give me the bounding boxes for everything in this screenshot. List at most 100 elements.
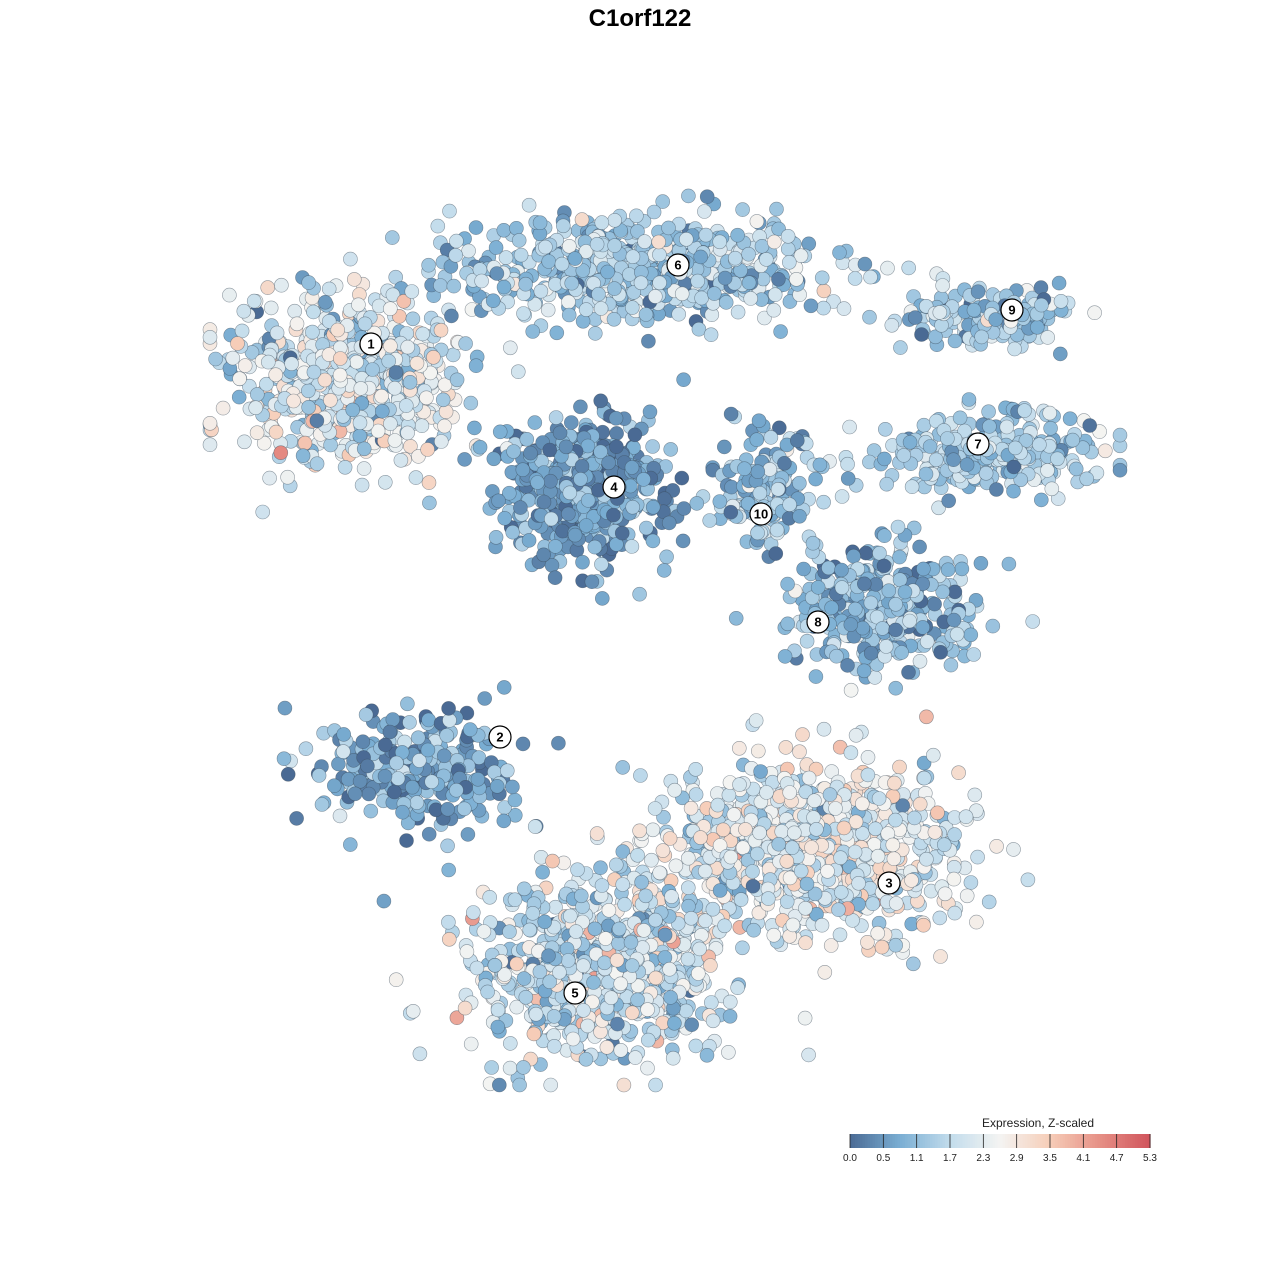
- cell-point: [248, 400, 263, 416]
- cell-point: [356, 441, 372, 457]
- cell-point: [311, 768, 327, 783]
- cell-point: [515, 462, 531, 478]
- cell-point: [1079, 471, 1094, 487]
- legend-title: Expression, Z-scaled: [982, 1116, 1094, 1130]
- cell-point: [1051, 275, 1067, 291]
- cell-point: [611, 936, 626, 951]
- cell-point: [786, 825, 802, 841]
- cell-point: [632, 586, 647, 602]
- cell-point: [947, 905, 963, 921]
- cell-point: [809, 821, 824, 837]
- cell-point: [463, 395, 479, 411]
- cell-point: [722, 1008, 738, 1024]
- cell-point: [490, 1019, 506, 1035]
- cell-point: [728, 610, 744, 626]
- cell-point: [352, 428, 368, 444]
- cell-point: [683, 910, 699, 926]
- cell-point: [831, 902, 846, 918]
- cell-point: [877, 528, 892, 544]
- cell-point: [331, 756, 346, 772]
- cell-point: [627, 427, 643, 443]
- cell-point: [843, 745, 859, 761]
- cell-point: [607, 213, 623, 228]
- cell-point: [933, 644, 948, 660]
- cell-point: [757, 310, 772, 326]
- cell-point: [680, 880, 696, 896]
- cell-point: [598, 931, 613, 946]
- cell-point: [892, 759, 907, 775]
- cell-point: [470, 771, 486, 787]
- cell-point: [541, 254, 557, 269]
- cell-point: [587, 921, 603, 937]
- cell-point: [947, 827, 962, 842]
- cell-point: [567, 251, 583, 266]
- cell-point: [912, 796, 928, 812]
- cell-point: [624, 460, 640, 475]
- cell-point: [834, 562, 849, 578]
- cell-point: [752, 485, 768, 501]
- cell-point: [421, 826, 437, 842]
- cell-point: [273, 445, 289, 461]
- cell-point: [342, 837, 358, 852]
- cell-point: [688, 1038, 704, 1054]
- cell-point: [703, 327, 719, 343]
- cell-point: [421, 475, 437, 490]
- cell-point: [1043, 420, 1058, 436]
- cell-point: [905, 956, 921, 972]
- cell-point: [894, 645, 909, 660]
- cell-point: [733, 892, 749, 907]
- cell-point: [222, 287, 237, 303]
- cell-point: [1006, 483, 1021, 499]
- cell-point: [477, 691, 493, 706]
- cell-point: [904, 873, 919, 888]
- cell-point: [940, 431, 955, 446]
- cell-point: [871, 791, 887, 806]
- cell-point: [822, 787, 838, 802]
- cell-point: [314, 797, 330, 812]
- cell-point: [370, 423, 386, 439]
- cell-point: [474, 273, 489, 289]
- cell-point: [792, 475, 807, 491]
- cell-point: [526, 1026, 542, 1042]
- cell-point: [748, 713, 764, 728]
- cell-point: [330, 322, 346, 338]
- cell-point: [782, 785, 798, 800]
- cell-point: [847, 601, 863, 617]
- cell-point: [771, 271, 786, 287]
- cell-point: [963, 875, 979, 890]
- cell-point: [389, 755, 404, 771]
- cell-point: [382, 724, 398, 740]
- cell-point: [897, 584, 913, 600]
- cell-point: [624, 1005, 640, 1021]
- cell-point: [441, 931, 457, 947]
- cell-point: [773, 324, 788, 339]
- cell-point: [887, 775, 902, 791]
- cell-point: [667, 1015, 682, 1031]
- cell-point: [565, 1031, 581, 1047]
- cell-point: [662, 831, 678, 846]
- cell-point: [749, 432, 765, 448]
- cell-point: [521, 197, 537, 213]
- cell-point: [741, 246, 756, 262]
- cluster-label-text: 10: [754, 507, 768, 522]
- cell-point: [989, 838, 1004, 854]
- cell-point: [890, 519, 906, 535]
- cell-point: [978, 465, 994, 481]
- cell-point: [607, 281, 622, 296]
- cell-point: [959, 457, 975, 473]
- cell-point: [778, 740, 794, 755]
- cell-point: [798, 900, 813, 916]
- cell-point: [560, 953, 576, 968]
- cell-point: [230, 336, 245, 351]
- cell-point: [603, 990, 619, 1006]
- cell-point: [309, 456, 325, 472]
- cell-point: [516, 881, 532, 897]
- cell-point: [527, 819, 543, 834]
- cell-point: [449, 782, 464, 798]
- cell-point: [419, 390, 434, 406]
- cell-point: [717, 270, 733, 286]
- cell-point: [662, 961, 677, 977]
- cell-point: [522, 922, 538, 938]
- cell-point: [999, 419, 1015, 435]
- cell-point: [551, 735, 566, 751]
